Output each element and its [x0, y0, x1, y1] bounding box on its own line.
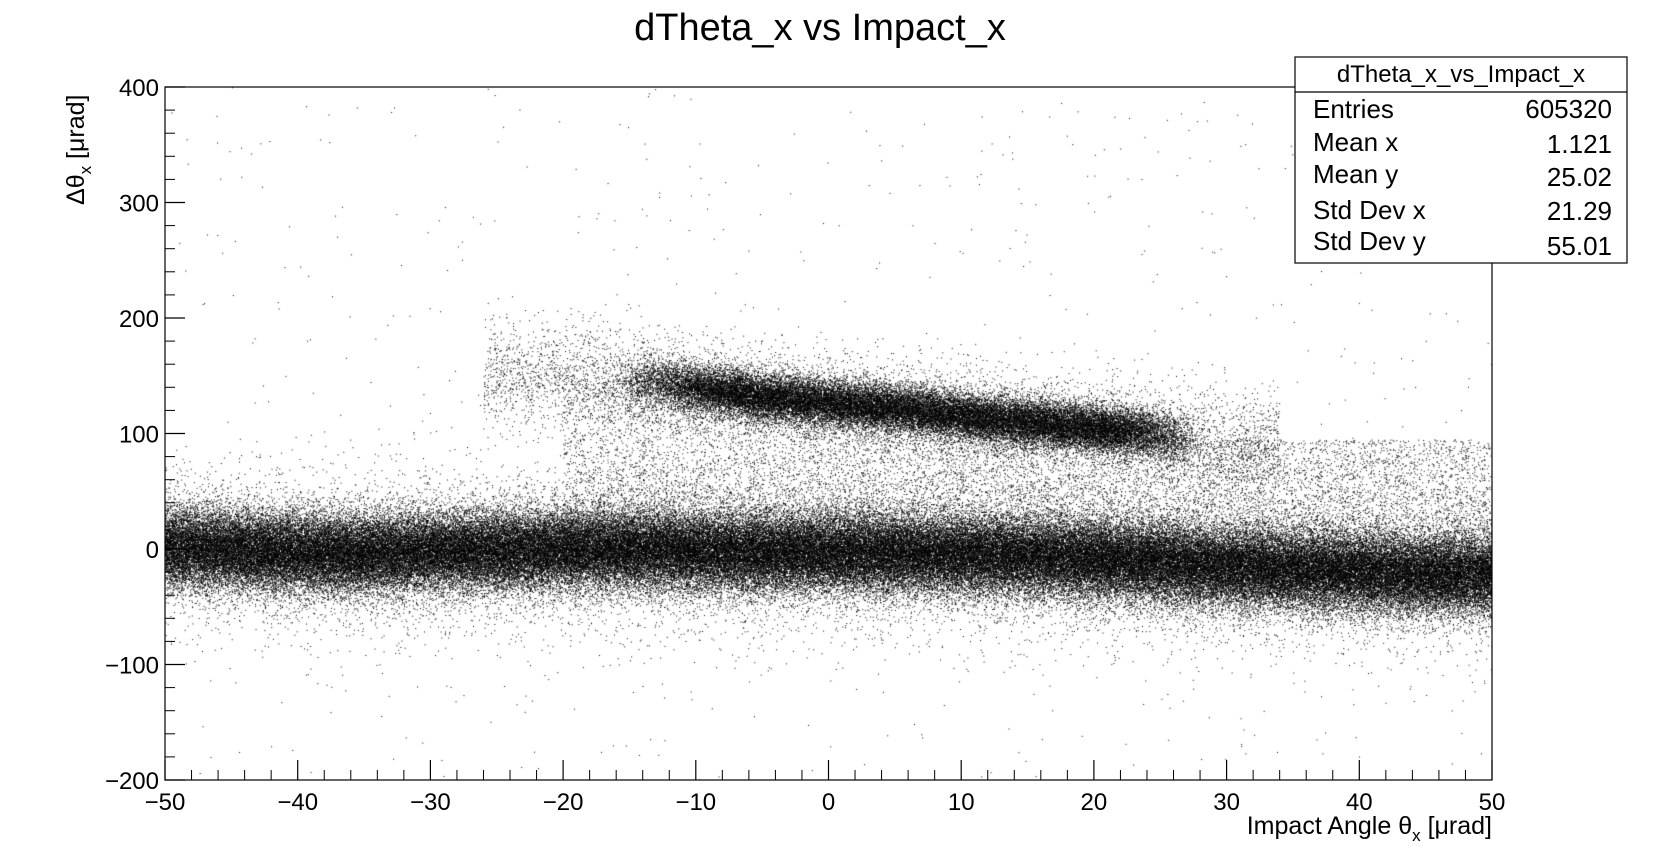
x-tick-label: −10 — [675, 789, 716, 816]
y-tick-label: −100 — [105, 653, 159, 680]
y-axis-label-main: Δθ — [62, 174, 90, 205]
y-tick-label: 400 — [119, 75, 159, 102]
x-axis: −50 −40 −30 −20 −10 0 10 20 30 40 50 — [145, 760, 1506, 816]
stats-box-frame — [1294, 56, 1628, 264]
stats-entries-value: 605320 — [1525, 94, 1612, 124]
y-tick-label: 0 — [146, 537, 159, 564]
stats-mean-y-value: 25.02 — [1547, 162, 1612, 192]
chart-title: dTheta_x vs Impact_x — [634, 7, 1006, 49]
x-tick-label: −30 — [410, 789, 451, 816]
y-tick-label: 100 — [119, 422, 159, 449]
y-axis: −200 −100 0 100 200 300 400 — [105, 75, 185, 795]
y-axis-label-subscript: x — [76, 165, 95, 174]
y-tick-label: −200 — [105, 768, 159, 795]
scatter-points — [165, 87, 1492, 780]
stats-std-dev-x-label: Std Dev x — [1313, 195, 1426, 225]
y-axis-label: Δθx [μrad] — [62, 95, 95, 205]
stats-std-dev-x-value: 21.29 — [1547, 196, 1612, 226]
x-axis-label: Impact Angle θx [μrad] — [1247, 812, 1492, 845]
x-tick-label: 50 — [1479, 789, 1506, 816]
stats-box-title: dTheta_x_vs_Impact_x — [1337, 61, 1585, 88]
stats-box: dTheta_x_vs_Impact_x Entries 605320 Mean… — [1294, 56, 1628, 264]
stats-mean-y-label: Mean y — [1313, 159, 1398, 189]
stats-std-dev-y-label: Std Dev y — [1313, 226, 1426, 256]
y-tick-label: 200 — [119, 306, 159, 333]
x-tick-label: 30 — [1213, 789, 1240, 816]
x-tick-label: −40 — [277, 789, 318, 816]
x-tick-label: −50 — [145, 789, 186, 816]
stats-entries-label: Entries — [1313, 94, 1394, 124]
scatter-density-image — [165, 87, 1492, 780]
y-tick-label: 300 — [119, 191, 159, 218]
x-axis-label-unit: [μrad] — [1421, 812, 1492, 840]
x-tick-label: 10 — [948, 789, 975, 816]
x-tick-label: 40 — [1346, 789, 1373, 816]
stats-mean-x-value: 1.121 — [1547, 129, 1612, 159]
x-tick-label: 0 — [822, 789, 835, 816]
stats-std-dev-y-value: 55.01 — [1547, 231, 1612, 261]
y-axis-label-unit: [μrad] — [62, 95, 90, 166]
x-axis-label-main: Impact Angle θ — [1247, 812, 1412, 840]
x-tick-label: −20 — [543, 789, 584, 816]
x-tick-label: 20 — [1081, 789, 1108, 816]
x-axis-label-subscript: x — [1412, 826, 1421, 845]
stats-mean-x-label: Mean x — [1313, 127, 1398, 157]
